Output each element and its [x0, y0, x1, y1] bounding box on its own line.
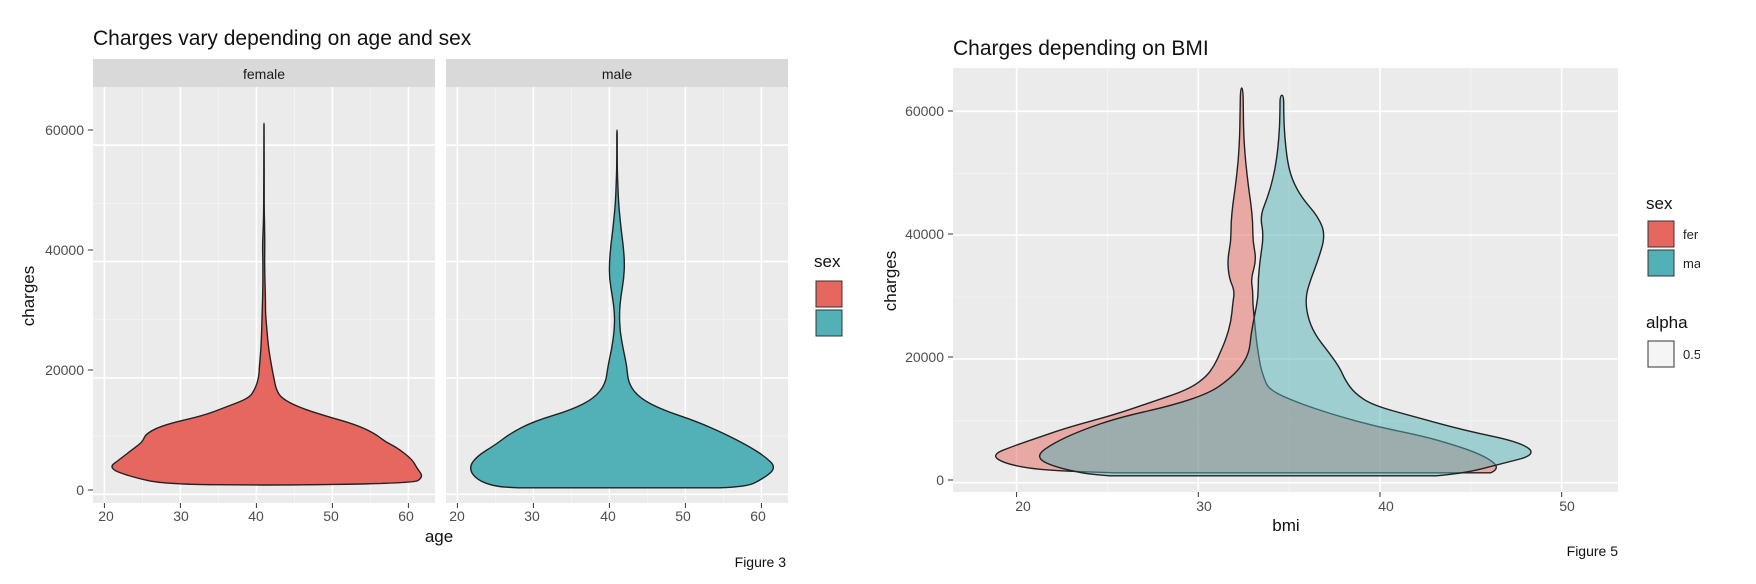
x-tick-label: 60 — [750, 508, 766, 524]
facet-label-male: male — [602, 66, 633, 82]
y-axis-title: charges — [881, 251, 900, 311]
legend-label: 0.5 — [1683, 347, 1701, 362]
x-tick-label: 40 — [1378, 498, 1394, 514]
legend-clip-mask — [1700, 150, 1756, 400]
legend-title: alpha — [1646, 313, 1688, 332]
figure-caption: Figure 3 — [735, 554, 787, 570]
x-tick-label: 40 — [600, 508, 616, 524]
y-tick-label: 40000 — [905, 226, 944, 242]
legend-label: ma — [1683, 256, 1702, 271]
violins — [994, 87, 1532, 477]
y-tick-label: 40000 — [45, 242, 84, 258]
x-tick-label: 20 — [1015, 498, 1031, 514]
figure-caption: Figure 5 — [1567, 543, 1619, 559]
y-tick-label: 0 — [936, 472, 944, 488]
chart-right: Charges depending on BMI 60000 40000 200… — [881, 37, 1756, 559]
grid-lines — [953, 68, 1618, 492]
x-tick-label: 30 — [173, 508, 189, 524]
y-tick-label: 60000 — [45, 122, 84, 138]
x-tick-label: 40 — [248, 508, 264, 524]
x-tick-label: 30 — [1196, 498, 1212, 514]
legend-key-male — [815, 309, 843, 337]
x-axis: 20 30 40 50 — [1015, 498, 1575, 514]
legend-title: sex — [814, 252, 841, 271]
x-axis-title: age — [425, 527, 453, 546]
violins — [111, 122, 775, 489]
violin-female — [111, 122, 423, 486]
y-axis-title: charges — [19, 266, 38, 326]
legend-label: fer — [1683, 227, 1699, 242]
x-axis-male: 20 30 40 50 60 — [449, 508, 766, 524]
legend-sex: sex fer ma — [1646, 194, 1702, 277]
y-tick-label: 60000 — [905, 103, 944, 119]
legend-key-male — [1647, 249, 1675, 277]
facet-strip-female — [93, 59, 435, 87]
x-tick-label: 60 — [398, 508, 414, 524]
x-tick-label: 50 — [675, 508, 691, 524]
y-axis: 60000 40000 20000 0 — [905, 103, 953, 488]
y-tick-label: 20000 — [45, 362, 84, 378]
legend-sex: sex — [814, 252, 843, 337]
legend-key-female — [815, 280, 843, 308]
x-axis-female: 20 30 40 50 60 — [98, 508, 414, 524]
y-tick-label: 0 — [76, 482, 84, 498]
legend-title: sex — [1646, 194, 1673, 213]
x-tick-label: 30 — [524, 508, 540, 524]
y-axis: 60000 40000 20000 0 — [45, 122, 93, 498]
chart-left: Charges vary depending on age and sex fe… — [19, 27, 843, 570]
legend-key-female — [1647, 220, 1675, 248]
legend-key-alpha — [1647, 340, 1675, 368]
x-tick-label: 50 — [1559, 498, 1575, 514]
x-tick-marks — [103, 503, 762, 508]
x-tick-marks — [1016, 492, 1563, 497]
x-tick-label: 20 — [449, 508, 465, 524]
chart-title: Charges vary depending on age and sex — [93, 27, 472, 50]
chart-title: Charges depending on BMI — [953, 37, 1209, 60]
violin-male — [1038, 94, 1532, 477]
y-tick-label: 20000 — [905, 349, 944, 365]
x-tick-label: 50 — [323, 508, 339, 524]
facet-label-female: female — [243, 66, 285, 82]
x-tick-label: 20 — [98, 508, 114, 524]
x-axis-title: bmi — [1272, 516, 1299, 535]
facet-strip-male — [446, 59, 788, 87]
legend-alpha: alpha 0.5 — [1646, 313, 1701, 368]
violin-male — [470, 129, 775, 489]
